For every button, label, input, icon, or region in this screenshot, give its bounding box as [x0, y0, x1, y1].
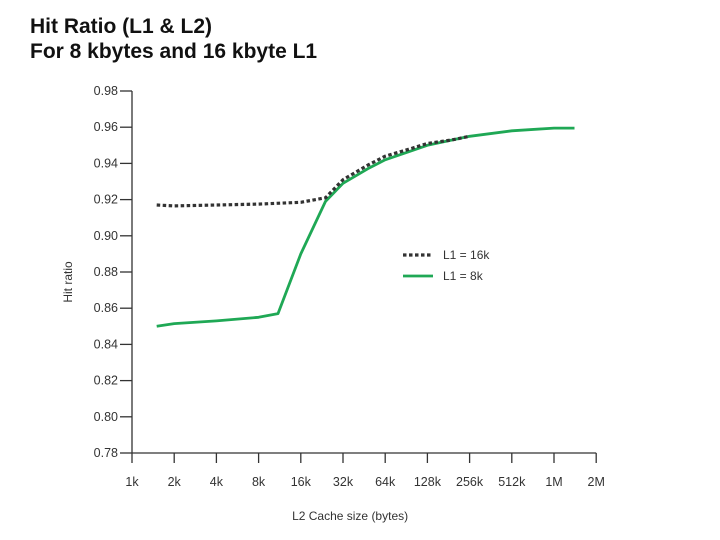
y-tick-label: 0.88 [94, 265, 118, 279]
legend-label: L1 = 8k [443, 269, 484, 283]
x-tick-label: 1k [125, 475, 139, 489]
x-tick-label: 1M [545, 475, 562, 489]
x-tick-label: 2k [168, 475, 182, 489]
subtitle-line: For 8 kbytes and 16 kbyte L1 [30, 40, 318, 63]
y-tick-label: 0.92 [94, 193, 118, 207]
y-tick-label: 0.84 [94, 337, 118, 351]
x-tick-label: 128k [414, 475, 442, 489]
y-tick-label: 0.78 [94, 446, 118, 460]
axes: 0.78 0.80 0.82 0.84 0.86 0.88 0.90 0.92 0.94 0.96… [94, 84, 605, 489]
x-tick-label: 8k [252, 475, 266, 489]
y-tick-label: 0.96 [94, 120, 118, 134]
y-tick-label: 0.86 [94, 301, 118, 315]
y-tick-label: 0.82 [94, 374, 118, 388]
y-tick-label: 0.90 [94, 229, 118, 243]
y-tick-label: 0.98 [94, 84, 118, 98]
x-tick-label: 2M [588, 475, 605, 489]
chart-title: Hit Ratio (L1 & L2) For 8 kbytes and 16 … [30, 14, 317, 64]
x-tick-label: 16k [291, 475, 312, 489]
plot-area [156, 126, 575, 328]
x-tick-label: 64k [375, 475, 396, 489]
series-line-l1-16k [156, 134, 470, 208]
y-tick-label: 0.94 [94, 156, 118, 170]
x-tick-label: 512k [498, 475, 526, 489]
y-axis-label: Hit ratio [61, 261, 75, 303]
legend: L1 = 16k L1 = 8k [403, 248, 490, 283]
title-line: Hit Ratio (L1 & L2) [30, 15, 212, 38]
x-axis-label: L2 Cache size (bytes) [292, 509, 408, 523]
x-tick-label: 256k [456, 475, 484, 489]
legend-label: L1 = 16k [443, 248, 490, 262]
y-tick-label: 0.80 [94, 410, 118, 424]
x-tick-label: 32k [333, 475, 354, 489]
series-line-l1-8k [156, 126, 575, 328]
x-tick-label: 4k [210, 475, 224, 489]
